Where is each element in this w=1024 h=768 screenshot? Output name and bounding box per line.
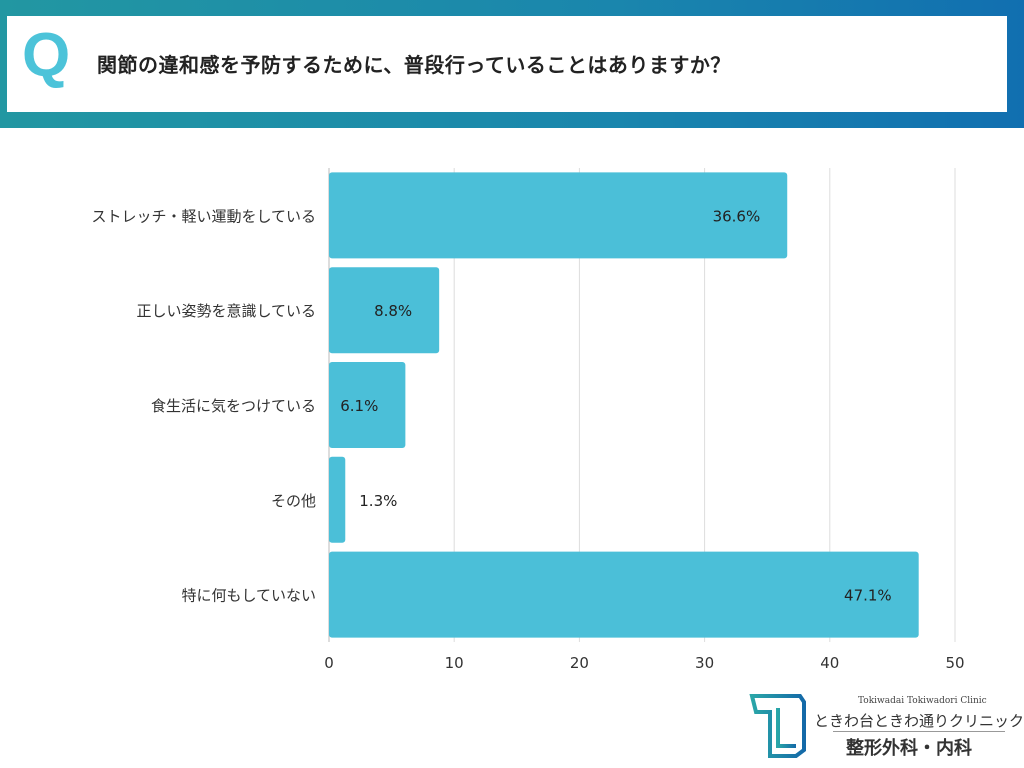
data-label: 36.6% [713, 207, 761, 225]
question-title: 関節の違和感を予防するために、普段行っていることはありますか？ [97, 53, 731, 77]
bar [329, 551, 919, 638]
logo-divider [833, 731, 1005, 732]
category-label: ストレッチ・軽い運動をしている [91, 207, 316, 225]
x-tick-label: 0 [324, 654, 334, 672]
logo-department: 整形外科・内科 [846, 738, 972, 759]
data-label: 1.3% [359, 492, 397, 510]
clinic-logo: Tokiwadai Tokiwadori Clinic ときわ台ときわ通りクリニ… [748, 690, 1024, 768]
bar [329, 172, 788, 259]
category-label: 正しい姿勢を意識している [136, 302, 316, 320]
logo-japanese: ときわ台ときわ通りクリニック [814, 712, 1024, 730]
x-tick-label: 40 [820, 654, 839, 672]
q-mark: Q [22, 21, 71, 90]
category-label: その他 [271, 492, 316, 510]
data-label: 6.1% [340, 397, 378, 415]
category-label: 食生活に気をつけている [151, 397, 316, 415]
header-box [7, 16, 1007, 112]
x-tick-label: 20 [570, 654, 589, 672]
bar [329, 456, 346, 543]
category-label: 特に何もしていない [181, 587, 316, 605]
logo-english: Tokiwadai Tokiwadori Clinic [858, 696, 987, 706]
x-tick-label: 30 [695, 654, 714, 672]
data-label: 8.8% [374, 302, 412, 320]
logo-mark-icon [749, 694, 806, 758]
data-label: 47.1% [844, 587, 892, 605]
x-tick-label: 50 [945, 654, 964, 672]
bar [329, 267, 440, 354]
x-tick-label: 10 [445, 654, 464, 672]
bar [329, 362, 406, 448]
